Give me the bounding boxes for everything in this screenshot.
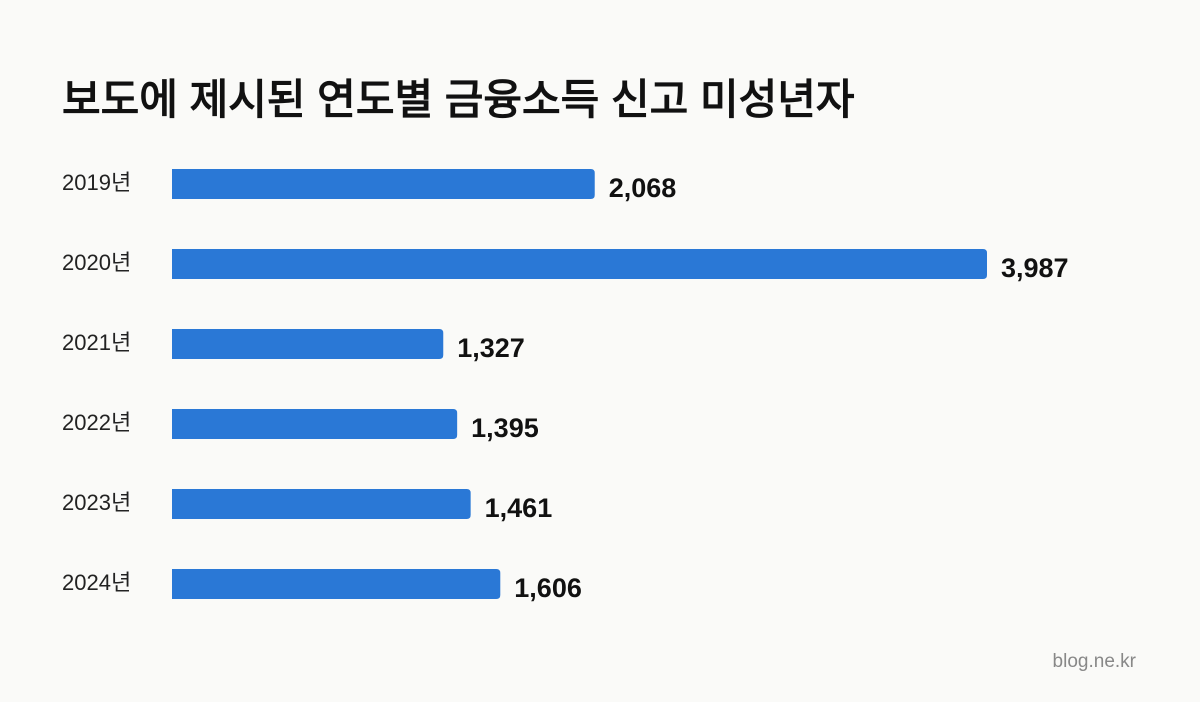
value-label: 1,327 [457, 333, 525, 363]
category-label: 2022년 [62, 410, 131, 435]
source: blog.ne.kr [1053, 651, 1137, 672]
value-label: 3,987 [1001, 253, 1069, 283]
value-label: 1,395 [471, 413, 539, 443]
bar [172, 489, 471, 519]
chart-title: 보도에 제시된 연도별 금융소득 신고 미성년자 [62, 76, 855, 123]
value-label: 2,068 [609, 173, 677, 203]
category-label: 2023년 [62, 490, 131, 515]
category-label: 2019년 [62, 170, 131, 195]
category-label: 2020년 [62, 250, 131, 275]
category-label: 2024년 [62, 570, 131, 595]
bar [172, 249, 987, 279]
bar [172, 169, 595, 199]
bar [172, 329, 444, 359]
value-label: 1,606 [514, 573, 582, 603]
category-label: 2021년 [62, 330, 131, 355]
value-label: 1,461 [485, 493, 553, 523]
bar [172, 409, 458, 439]
bar [172, 569, 501, 599]
